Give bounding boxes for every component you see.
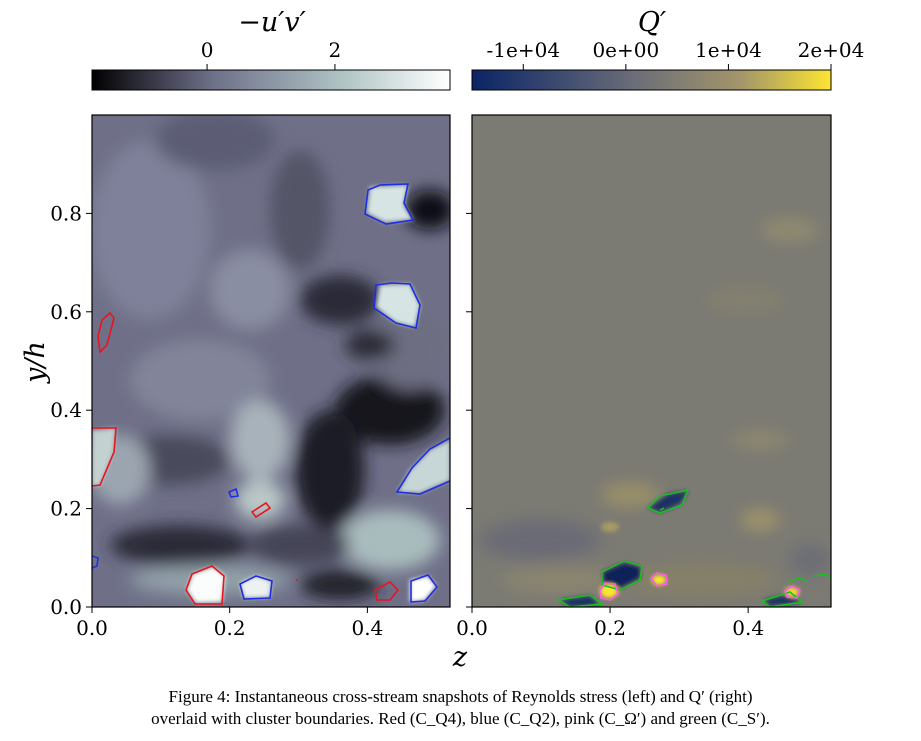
y-tick-label: 0.2: [50, 497, 82, 521]
left-colorbar-tick-label: 2: [329, 38, 342, 62]
right-colorbar: [471, 69, 832, 91]
left-colorbar-label: −u′v′: [238, 7, 306, 38]
right-colorbar-label: Q′: [638, 7, 666, 38]
right-colorbar-tick-label: -1e+04: [487, 38, 561, 62]
right-colorbar-ticks: -1e+04 0e+00 1e+04 2e+04: [487, 38, 865, 70]
x-left-tick-label: 0.4: [351, 616, 383, 640]
q2-contour: [364, 183, 415, 225]
y-tick-label: 0.0: [50, 595, 82, 619]
q4-contour: [374, 581, 400, 601]
q2-contour: [92, 555, 99, 569]
q2-contour: [227, 487, 240, 498]
q4-contour: [250, 501, 272, 519]
q2-contour: [410, 574, 439, 603]
s-contour: [659, 507, 665, 511]
right-panel: [472, 115, 831, 607]
x-axis-ticks-right: 0.0 0.2 0.4: [456, 607, 764, 640]
s-contour: [787, 577, 809, 583]
omega-contour: [784, 585, 801, 599]
s-contour: [813, 573, 830, 579]
omega-contour: [599, 582, 619, 601]
s-contour: [601, 560, 643, 591]
right-colorbar-tick-label: 0e+00: [592, 38, 659, 62]
q2-contour: [373, 282, 421, 329]
right-colorbar-tick-label: 1e+04: [695, 38, 762, 62]
y-tick-label: 0.8: [50, 201, 82, 225]
omega-contour: [649, 572, 668, 587]
caption-line-1: Figure 4: Instantaneous cross-stream sna…: [168, 687, 753, 706]
y-tick-label: 0.4: [50, 398, 82, 422]
q2-contour: [395, 437, 450, 495]
x-axis-ticks-left: 0.0 0.2 0.4: [76, 607, 383, 640]
left-panel-frame: [91, 114, 451, 608]
q4-contour: [97, 311, 115, 354]
x-right-tick-label: 0.4: [732, 616, 764, 640]
q4-contour: [185, 565, 225, 605]
y-tick-label: 0.6: [50, 300, 82, 324]
y-axis-label: y/h: [20, 341, 51, 384]
q4-contour: [92, 427, 117, 487]
s-contour: [760, 591, 804, 607]
left-panel: [92, 115, 450, 607]
x-left-tick-label: 0.2: [214, 616, 246, 640]
left-colorbar: [91, 69, 451, 91]
x-left-tick-label: 0.0: [76, 616, 108, 640]
caption-line-2: overlaid with cluster boundaries. Red (C…: [151, 709, 770, 728]
y-axis-ticks: 0.0 0.2 0.4 0.6 0.8: [50, 201, 92, 619]
right-panel-frame: [471, 114, 832, 608]
right-colorbar-tick-label: 2e+04: [798, 38, 865, 62]
y-axis-ticks-right-panel: [466, 212, 472, 608]
x-axis-label: z: [452, 642, 468, 673]
x-right-tick-label: 0.2: [594, 616, 626, 640]
q2-contour: [239, 575, 273, 600]
figure-caption: Figure 4: Instantaneous cross-stream sna…: [40, 686, 881, 730]
s-contour: [555, 594, 605, 607]
s-contour: [646, 488, 690, 514]
x-right-tick-label: 0.0: [456, 616, 488, 640]
left-colorbar-tick-label: 0: [201, 38, 214, 62]
